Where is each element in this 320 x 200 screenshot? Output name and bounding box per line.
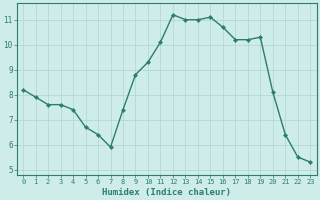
X-axis label: Humidex (Indice chaleur): Humidex (Indice chaleur) [102, 188, 231, 197]
